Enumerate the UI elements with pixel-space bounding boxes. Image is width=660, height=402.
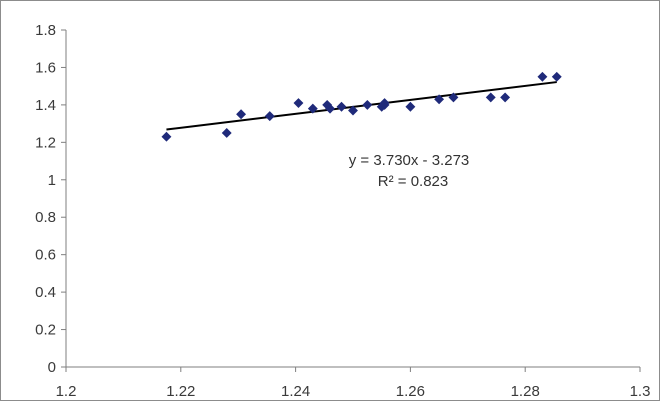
r-squared-label: R² = 0.823 [378,173,448,190]
y-tick-label: 1 [48,172,56,189]
x-tick-label: 1.26 [396,383,425,400]
data-point [221,128,232,138]
y-tick-label: 1.4 [35,97,56,114]
y-tick-labels: 0 0.2 0.4 0.6 0.8 1 1.2 1.4 1.6 1.8 [35,22,56,376]
trendline [166,81,557,131]
data-point [336,101,347,112]
data-point [161,131,172,142]
x-tick-labels: 1.2 1.22 1.24 1.26 1.28 1.3 [56,383,651,400]
data-point [537,71,548,82]
x-tick-label: 1.2 [56,383,77,400]
trendline-equation: y = 3.730x - 3.273 [349,152,470,169]
x-tick-label: 1.3 [630,383,651,400]
data-point [405,101,416,112]
y-tick-label: 0.8 [35,209,56,226]
y-tick-label: 0.4 [35,284,56,301]
data-point [236,109,247,120]
axes [61,29,641,372]
data-point [500,92,511,103]
data-point [293,98,304,108]
data-point [362,99,373,110]
y-tick-label: 1.8 [35,22,56,39]
x-tick-label: 1.28 [511,383,540,400]
x-tick-label: 1.24 [281,383,310,400]
x-tick-label: 1.22 [166,383,195,400]
data-point [551,71,562,82]
y-tick-label: 0.2 [35,322,56,339]
data-point [485,92,496,103]
y-tick-label: 1.2 [35,134,56,151]
y-tick-label: 0.6 [35,247,56,264]
data-point [264,111,275,122]
y-tick-label: 0 [48,359,56,376]
y-tick-label: 1.6 [35,59,56,76]
